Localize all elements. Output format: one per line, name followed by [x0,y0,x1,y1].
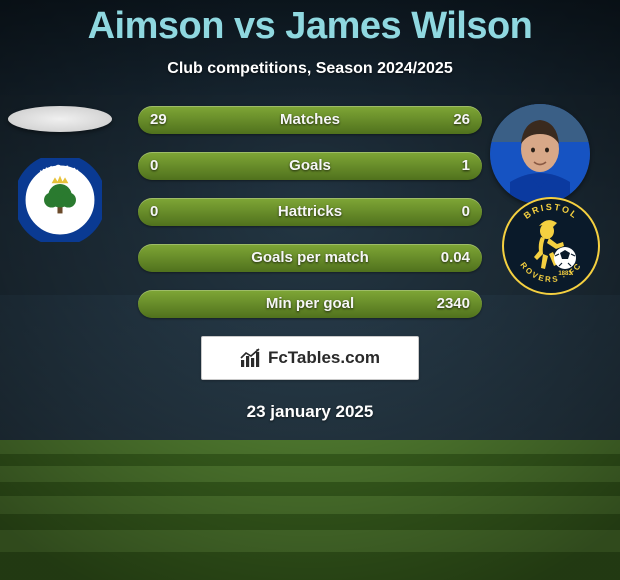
stat-label: Matches [138,106,482,134]
stat-right-value: 1 [462,152,470,180]
stat-label: Hattricks [138,198,482,226]
player-right-avatar [490,104,590,204]
stat-row-matches: 29 Matches 26 [138,106,482,134]
player-left-avatar-placeholder [8,106,112,132]
watermark: FcTables.com [201,336,419,380]
stat-right-value: 2340 [437,290,470,318]
comparison-area: WIGAN ATHLETIC [0,96,620,326]
club-badge-left: WIGAN ATHLETIC [18,158,102,242]
stat-right-value: 26 [453,106,470,134]
club-badge-right: BRISTOL ROVERS · FC 1883 [501,196,601,296]
stat-row-goals: 0 Goals 1 [138,152,482,180]
stat-row-mpg: Min per goal 2340 [138,290,482,318]
stat-row-gpm: Goals per match 0.04 [138,244,482,272]
footer-date: 23 january 2025 [0,402,620,422]
stat-right-value: 0 [462,198,470,226]
stat-label: Goals [138,152,482,180]
watermark-chart-icon [240,348,262,368]
stat-row-hattricks: 0 Hattricks 0 [138,198,482,226]
watermark-text: FcTables.com [268,348,380,368]
stat-label: Goals per match [138,244,482,272]
stat-bars: 29 Matches 26 0 Goals 1 0 Hattricks 0 Go… [138,106,482,336]
stat-label: Min per goal [138,290,482,318]
stat-right-value: 0.04 [441,244,470,272]
club-right-year: 1883 [558,271,572,277]
page-title: Aimson vs James Wilson [0,5,620,48]
page-subtitle: Club competitions, Season 2024/2025 [0,60,620,78]
